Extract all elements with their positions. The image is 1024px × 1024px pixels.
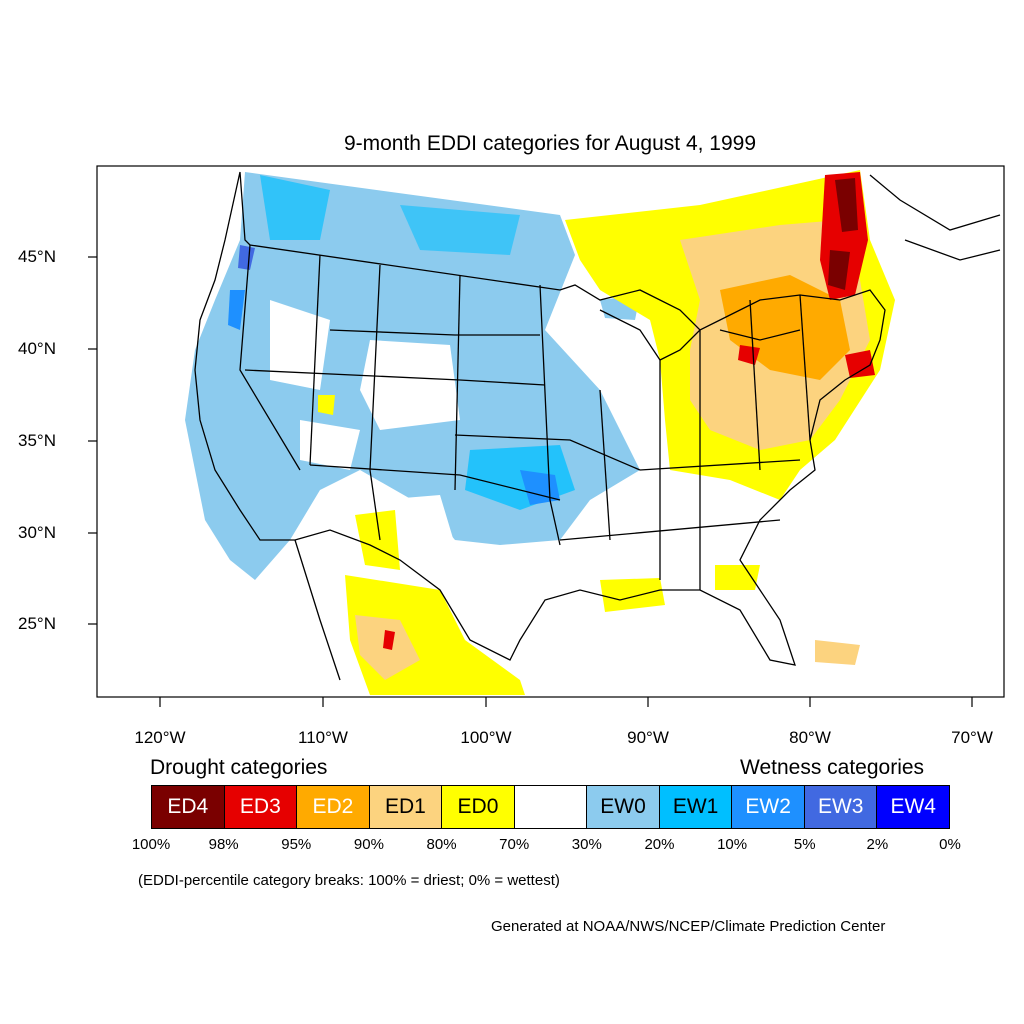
legend-cell-ed3: ED3 xyxy=(224,786,298,828)
legend-cell-ew4: EW4 xyxy=(877,786,950,828)
credit-line: Generated at NOAA/NWS/NCEP/Climate Predi… xyxy=(491,918,886,935)
break-label: 30% xyxy=(571,836,602,853)
legend-cell-ed0: ED0 xyxy=(442,786,515,828)
lat-tick-45: 45°N xyxy=(18,247,56,266)
lat-tick-40: 40°N xyxy=(18,339,56,358)
break-label: 95% xyxy=(281,836,312,853)
break-label: 100% xyxy=(131,836,171,853)
legend-cell-ed4: ED4 xyxy=(152,786,225,828)
break-label: 80% xyxy=(426,836,457,853)
eddi-shading xyxy=(185,170,895,695)
break-label: 2% xyxy=(866,836,889,853)
wetness-heading: Wetness categories xyxy=(740,756,925,779)
legend-cell-ed1: ED1 xyxy=(369,786,443,828)
lon-tick-70: 70°W xyxy=(951,728,993,747)
lon-tick-120: 120°W xyxy=(134,728,186,747)
break-label: 70% xyxy=(499,836,530,853)
legend-cell-ew2: EW2 xyxy=(732,786,805,828)
map-title: 9-month EDDI categories for August 4, 19… xyxy=(343,132,757,155)
legend-cell-normal xyxy=(514,786,588,828)
break-label: 5% xyxy=(793,836,816,853)
drought-heading: Drought categories xyxy=(150,756,328,779)
break-label: 90% xyxy=(353,836,384,853)
legend-cell-ew1: EW1 xyxy=(659,786,733,828)
lon-tick-110: 110°W xyxy=(298,728,348,747)
lon-tick-80: 80°W xyxy=(789,728,831,747)
lat-tick-35: 35°N xyxy=(18,431,56,450)
legend-note: (EDDI-percentile category breaks: 100% =… xyxy=(138,872,560,889)
break-label: 0% xyxy=(939,836,961,853)
legend-cell-ew3: EW3 xyxy=(804,786,878,828)
break-label: 10% xyxy=(717,836,748,853)
state-boundaries xyxy=(194,171,1001,681)
lon-tick-90: 90°W xyxy=(627,728,669,747)
legend-cell-ew0: EW0 xyxy=(587,786,660,828)
category-legend: ED4 ED3 ED2 ED1 ED0 EW0 EW1 EW2 EW3 EW4 xyxy=(151,785,950,829)
lon-tick-100: 100°W xyxy=(460,728,512,747)
legend-cell-ed2: ED2 xyxy=(297,786,370,828)
break-label: 20% xyxy=(644,836,675,853)
lat-tick-25: 25°N xyxy=(18,614,56,633)
lat-tick-30: 30°N xyxy=(18,523,56,542)
break-label: 98% xyxy=(208,836,239,853)
